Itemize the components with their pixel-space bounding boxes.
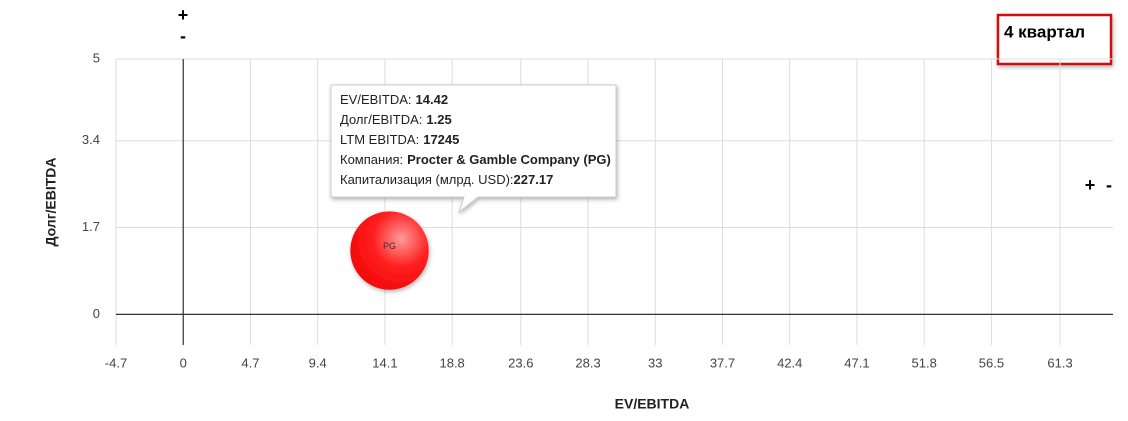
x-tick-label: 0	[180, 355, 187, 370]
period-label: 4 квартал	[1004, 22, 1085, 41]
x-tick-label: 4.7	[241, 355, 259, 370]
period-box	[996, 13, 1113, 66]
y-tick-label: 3.4	[82, 132, 100, 147]
tooltip-line: Долг/EBITDA: 1.25	[340, 112, 452, 127]
tooltip-value: 1.25	[426, 112, 451, 127]
quadrant-sign: -	[180, 26, 186, 46]
tooltip-label: Долг/EBITDA:	[340, 112, 422, 127]
tooltip-line: LTM EBITDA: 17245	[340, 132, 459, 147]
x-axis-title: EV/EBITDA	[615, 396, 690, 412]
x-tick-label: 42.4	[777, 355, 802, 370]
tooltip-line: Компания: Procter & Gamble Company (PG)	[340, 152, 611, 167]
tooltip-value: 17245	[423, 132, 459, 147]
tooltip-label: Компания:	[340, 152, 403, 167]
tooltip-label: EV/EBITDA:	[340, 92, 412, 107]
y-tick-label: 0	[93, 306, 100, 321]
tooltip-box	[330, 84, 617, 214]
x-tick-label: 9.4	[309, 355, 327, 370]
x-tick-label: 28.3	[575, 355, 600, 370]
x-tick-label: 33	[648, 355, 662, 370]
x-tick-label: 47.1	[844, 355, 869, 370]
y-tick-label: 5	[93, 50, 100, 65]
y-axis-title: Долг/EBITDA	[43, 157, 59, 246]
x-tick-label: 61.3	[1047, 355, 1072, 370]
tooltip-value: 227.17	[514, 172, 554, 187]
tooltip-value: Procter & Gamble Company (PG)	[407, 152, 611, 167]
quadrant-sign: +	[1085, 175, 1096, 195]
tooltip-line: EV/EBITDA: 14.42	[340, 92, 448, 107]
tooltip-label: LTM EBITDA:	[340, 132, 419, 147]
x-tick-label: 51.8	[912, 355, 937, 370]
x-tick-label: -4.7	[105, 355, 127, 370]
x-tick-label: 37.7	[710, 355, 735, 370]
tooltip-line: Капитализация (млрд. USD):227.17	[340, 172, 553, 187]
bubble[interactable]	[350, 211, 429, 290]
tooltip-label: Капитализация (млрд. USD):	[340, 172, 514, 187]
bubble-label: PG	[383, 241, 396, 251]
quadrant-sign: +	[178, 5, 189, 25]
x-tick-label: 14.1	[372, 355, 397, 370]
y-tick-label: 1.7	[82, 219, 100, 234]
x-tick-label: 56.5	[979, 355, 1004, 370]
tooltip: EV/EBITDA: 14.42 Долг/EBITDA: 1.25 LTM EBITD…	[330, 84, 617, 214]
x-tick-label: 18.8	[439, 355, 464, 370]
x-tick-label: 23.6	[508, 355, 533, 370]
tooltip-value: 14.42	[416, 92, 449, 107]
quadrant-sign: -	[1106, 175, 1112, 195]
